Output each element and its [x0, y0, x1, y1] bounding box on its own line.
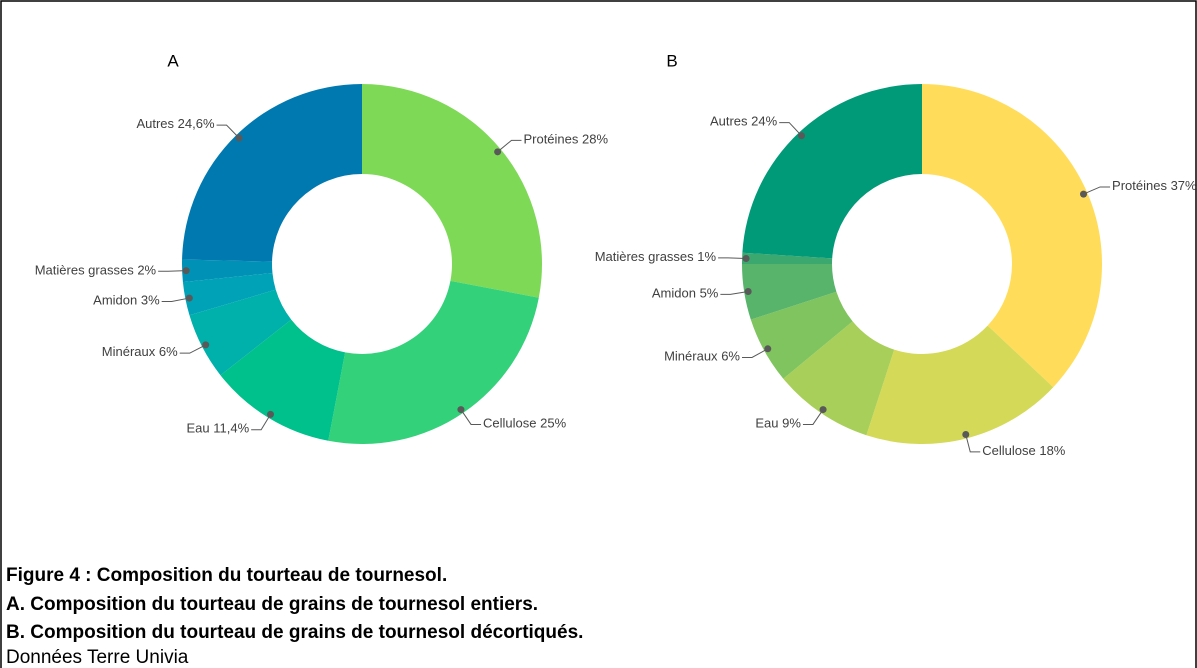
leader-dot: [235, 134, 243, 142]
donut-slice: [362, 84, 543, 298]
leader-line: [497, 139, 522, 153]
leader-line: [1083, 186, 1111, 195]
donut-slice: [922, 84, 1103, 388]
leader-line: [179, 344, 206, 354]
leader-dot: [1080, 190, 1088, 198]
caption-title: Figure 4 : Composition du tourteau de to…: [6, 565, 447, 586]
leader-dot: [819, 406, 827, 414]
leader-dot: [457, 406, 465, 414]
slice-name: Amidon: [652, 286, 696, 301]
leader-line: [216, 124, 240, 139]
leader-line: [720, 291, 749, 295]
slice-label: Cellulose 18%: [982, 443, 1066, 458]
slice-value-label: 9%: [782, 416, 801, 431]
donut-slice: [189, 289, 292, 376]
donut-slice: [182, 273, 276, 316]
slice-value-label: 37%: [1171, 178, 1197, 193]
slice-name: Cellulose: [982, 443, 1035, 458]
slice-value-label: 2%: [137, 263, 156, 278]
donut-slice: [742, 252, 833, 264]
leader-line: [965, 434, 981, 453]
slice-label: Autres 24%: [710, 114, 778, 129]
donut-slice: [783, 321, 895, 436]
slice-name: Matières grasses: [35, 263, 134, 278]
slice-label: Autres 24,6%: [136, 117, 215, 132]
slice-name: Cellulose: [483, 416, 536, 431]
leader-dot: [494, 148, 502, 156]
leader-dot: [962, 430, 970, 438]
leader-line: [718, 257, 747, 259]
slice-name: Eau: [186, 421, 209, 436]
caption-line: A. Composition du tourteau de grains de …: [6, 594, 538, 615]
slice-value-label: 6%: [721, 349, 740, 364]
leader-line: [741, 348, 769, 358]
slice-label: Eau 11,4%: [186, 421, 249, 436]
slice-label: Minéraux 6%: [102, 345, 178, 360]
slice-label: Minéraux 6%: [664, 349, 740, 364]
donut-slice: [742, 84, 922, 259]
leader-line: [802, 409, 824, 425]
leader-dot: [764, 345, 772, 353]
donut-slice: [220, 319, 346, 441]
slice-label: Protéines 28%: [523, 132, 608, 147]
slice-name: Matières grasses: [595, 249, 694, 264]
leader-dot: [185, 294, 193, 302]
leader-dot: [798, 132, 806, 140]
slice-name: Autres: [136, 117, 174, 132]
chart-title: A: [167, 51, 179, 70]
slice-value-label: 24%: [751, 114, 777, 129]
donut-slice: [750, 291, 853, 379]
slice-label: Amidon 3%: [93, 293, 160, 308]
slice-label: Cellulose 25%: [483, 416, 567, 431]
slice-name: Minéraux: [102, 345, 156, 360]
slice-label: Amidon 5%: [652, 286, 719, 301]
donut-slice: [182, 84, 362, 262]
slice-value-label: 3%: [141, 293, 160, 308]
slice-value-label: 18%: [1039, 443, 1065, 458]
caption-line: B. Composition du tourteau de grains de …: [6, 622, 583, 643]
leader-dot: [182, 267, 190, 275]
slice-value-label: 5%: [700, 286, 719, 301]
slice-name: Amidon: [93, 293, 137, 308]
slice-value-label: 24,6%: [178, 117, 215, 132]
donut-slice: [742, 264, 837, 320]
leader-dot: [202, 341, 210, 349]
leader-dot: [742, 254, 750, 262]
slice-value-label: 6%: [159, 345, 178, 360]
leader-line: [251, 414, 271, 431]
leader-dot: [267, 410, 275, 418]
slice-name: Protéines: [523, 132, 578, 147]
slice-value-label: 11,4%: [213, 421, 249, 436]
leader-dot: [744, 288, 752, 296]
donut-slice: [866, 325, 1054, 445]
donut-slice: [328, 280, 539, 445]
slice-value-label: 1%: [697, 249, 716, 264]
slice-label: Protéines 37%: [1112, 178, 1197, 193]
leader-line: [158, 270, 187, 272]
caption-source: Données Terre Univia: [6, 647, 189, 668]
chart-title: B: [666, 51, 677, 70]
slice-label: Matières grasses 2%: [35, 263, 157, 278]
slice-label: Matières grasses 1%: [595, 249, 717, 264]
slice-name: Autres: [710, 114, 748, 129]
slice-name: Protéines: [1112, 178, 1167, 193]
leader-line: [779, 122, 802, 137]
slice-value-label: 28%: [582, 132, 608, 147]
slice-value-label: 25%: [540, 416, 566, 431]
donut-slice: [182, 259, 273, 283]
leader-line: [161, 297, 190, 303]
slice-name: Minéraux: [664, 349, 718, 364]
leader-line: [460, 409, 482, 425]
slice-label: Eau 9%: [755, 416, 801, 431]
slice-name: Eau: [755, 416, 778, 431]
